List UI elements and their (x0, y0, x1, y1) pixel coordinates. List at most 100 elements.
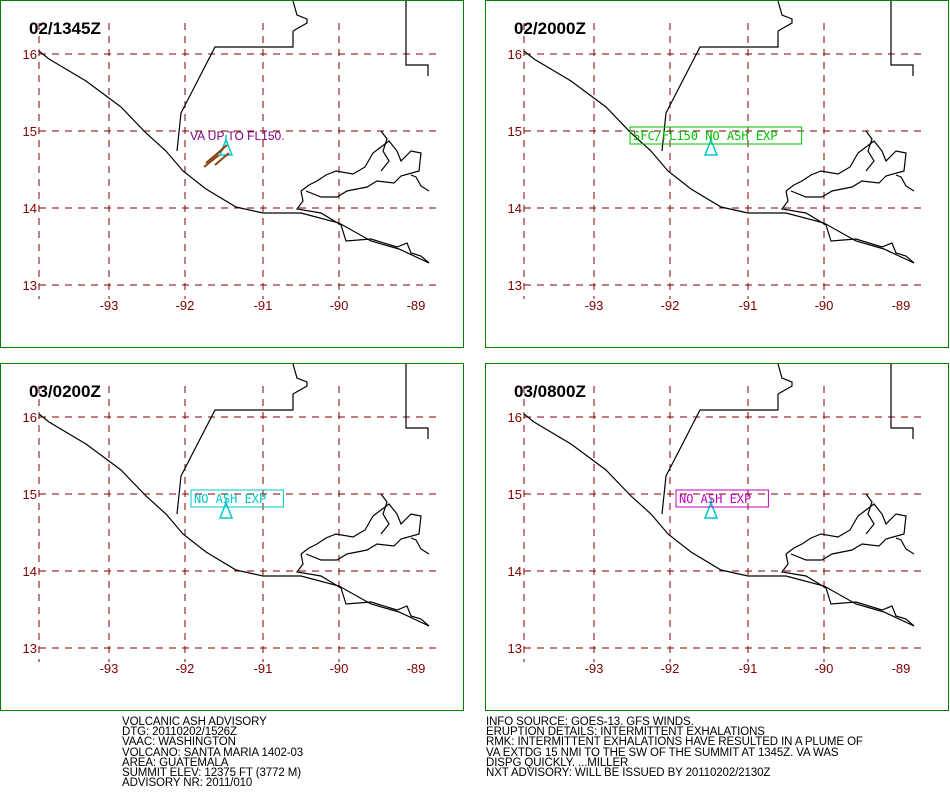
latitude-label: 14 (508, 201, 522, 216)
volcano-icon (703, 500, 719, 519)
ash-plume-streak (203, 154, 220, 168)
coastline (895, 174, 915, 192)
advisory-line: RMK: INTERMITTENT EXHALATIONS HAVE RESUL… (486, 736, 863, 749)
longitude-label: -93 (100, 298, 119, 313)
country-border (785, 140, 907, 198)
latitude-label: 16 (23, 47, 37, 62)
map-panel-1: 16 15 14 13 -93 -92 -91 -90 -89 VA UP TO FL150. 0… (0, 0, 464, 348)
coastline (780, 190, 915, 264)
advisory-line: DISPG QUICKLY. ...MILLER (486, 756, 629, 769)
longitude-label: -89 (407, 298, 426, 313)
forecast-label-box (629, 126, 803, 145)
map-canvas: 16 15 14 13 -93 -92 -91 -90 -89 VA UP TO FL150. (23, 1, 441, 313)
coastline (38, 413, 430, 627)
advisory-line: NXT ADVISORY: WILL BE ISSUED BY 20110202… (486, 767, 771, 780)
latitude-label: 16 (508, 47, 522, 62)
forecast-label: NO ASH EXP (194, 492, 266, 506)
forecast-label-box (190, 489, 284, 508)
coastline (777, 364, 793, 395)
advisory-text-right: INFO SOURCE: GOES-13. GFS WINDS. ERUPTIO… (486, 716, 863, 780)
longitude-label: -92 (176, 298, 195, 313)
longitude-label: -93 (100, 661, 119, 676)
longitude-label: -90 (815, 298, 834, 313)
longitude-label: -92 (176, 661, 195, 676)
longitude-label: -90 (815, 661, 834, 676)
latitude-label: 13 (508, 641, 522, 656)
map-canvas: 16 15 14 13 -93 -92 -91 -90 -89 SFC/FL150 NO ASH … (508, 1, 926, 313)
advisory-line: SUMMIT ELEV: 12375 FT (3772 M) (122, 767, 301, 780)
map-panel-3: 16 15 14 13 -93 -92 -91 -90 -89 NO ASH EXP 03/020… (0, 363, 464, 711)
country-border (785, 503, 907, 561)
country-border (300, 140, 422, 198)
longitude-label: -89 (407, 661, 426, 676)
coastline (865, 493, 875, 535)
coastline (295, 190, 430, 264)
ash-plume (203, 144, 230, 168)
coastline (895, 537, 915, 555)
coastline (176, 394, 294, 515)
coastline (523, 50, 915, 264)
advisory-line: VOLCANO: SANTA MARIA 1402-03 (122, 746, 304, 759)
longitude-label: -92 (661, 661, 680, 676)
coastline (292, 1, 308, 32)
panel-time-title: 03/0200Z (29, 382, 101, 401)
coastline (865, 130, 875, 172)
latitude-label: 14 (508, 564, 522, 579)
latitude-label: 14 (23, 564, 37, 579)
coastline (410, 537, 430, 555)
panel-time-title: 02/2000Z (514, 19, 586, 38)
longitude-label: -91 (254, 298, 273, 313)
latitude-label: 13 (23, 641, 37, 656)
map-panel-4: 16 15 14 13 -93 -92 -91 -90 -89 NO ASH EXP 03/080… (485, 363, 949, 711)
longitude-label: -91 (739, 661, 758, 676)
country-border (300, 503, 422, 561)
coastline (890, 1, 914, 76)
ash-plume-streak (214, 152, 230, 166)
ash-plume-streak (210, 144, 228, 160)
panel-time-title: 03/0800Z (514, 382, 586, 401)
latitude-label: 15 (508, 487, 522, 502)
coastline (661, 31, 779, 152)
coastline (292, 364, 308, 395)
advisory-line: VA EXTDG 15 NMI TO THE SW OF THE SUMMIT … (486, 746, 839, 759)
advisory-line: AREA: GUATEMALA (122, 756, 229, 769)
longitude-label: -89 (892, 661, 911, 676)
longitude-label: -92 (661, 298, 680, 313)
longitude-label: -90 (330, 298, 349, 313)
coastline (380, 130, 390, 172)
map-canvas: 16 15 14 13 -93 -92 -91 -90 -89 NO ASH EXP (23, 364, 441, 676)
coastline (410, 174, 430, 192)
latitude-label: 16 (23, 410, 37, 425)
latitude-label: 15 (23, 487, 37, 502)
advisory-line: VAAC: WASHINGTON (122, 736, 236, 749)
latitude-label: 15 (23, 124, 37, 139)
coastline (777, 1, 793, 32)
latitude-label: 13 (508, 278, 522, 293)
forecast-label: NO ASH EXP (679, 492, 751, 506)
forecast-label-box (675, 489, 769, 508)
advisory-text-left: VOLCANIC ASH ADVISORY DTG: 20110202/1526… (122, 716, 304, 790)
longitude-label: -93 (585, 298, 604, 313)
panel-time-title: 02/1345Z (29, 19, 101, 38)
coastline (661, 394, 779, 515)
latitude-label: 15 (508, 124, 522, 139)
map-panel-2: 16 15 14 13 -93 -92 -91 -90 -89 SFC/FL150 NO ASH … (485, 0, 949, 348)
latitude-label: 16 (508, 410, 522, 425)
coastline (405, 364, 429, 439)
coastline (405, 1, 429, 76)
forecast-label: VA UP TO FL150. (190, 129, 285, 143)
coastline (890, 364, 914, 439)
advisory-line: DTG: 20110202/1526Z (122, 726, 237, 739)
volcano-icon (703, 137, 719, 156)
coastline (176, 31, 294, 152)
latitude-label: 14 (23, 201, 37, 216)
advisory-line: ADVISORY NR: 2011/010 (122, 777, 253, 790)
map-canvas: 16 15 14 13 -93 -92 -91 -90 -89 NO ASH EXP (508, 364, 926, 676)
forecast-label: SFC/FL150 NO ASH EXP (633, 129, 778, 143)
volcano-icon (218, 500, 234, 519)
longitude-label: -91 (739, 298, 758, 313)
coastline (380, 493, 390, 535)
advisory-line: VOLCANIC ASH ADVISORY (122, 716, 267, 728)
latitude-label: 13 (23, 278, 37, 293)
coastline (38, 50, 430, 264)
